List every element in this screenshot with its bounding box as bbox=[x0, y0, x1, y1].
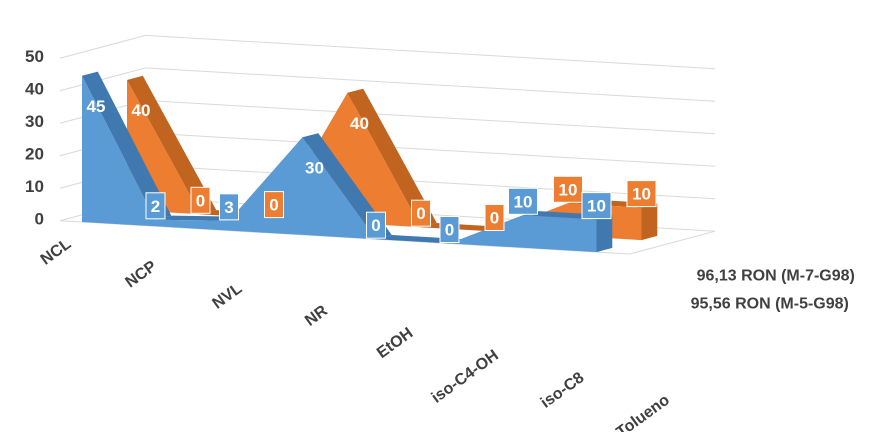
series-blue-label-box-6 bbox=[508, 187, 538, 215]
x-axis: NCL NCP NVL NR EtOH iso-C4-OH iso-C8 Tolueno bbox=[38, 235, 673, 432]
series-orange-label-box-2 bbox=[264, 191, 284, 219]
series-orange-label-6: 10 bbox=[559, 180, 578, 199]
series-blue-label-3: 30 bbox=[305, 158, 324, 177]
series-orange-front-face bbox=[127, 80, 642, 241]
category-label-5: iso-C4-OH bbox=[429, 347, 502, 407]
category-label-3: NR bbox=[302, 302, 331, 330]
series-blue-end-cap bbox=[596, 215, 613, 253]
series-orange-top-face-3 bbox=[347, 88, 437, 228]
series-blue-label-6: 10 bbox=[514, 192, 533, 211]
series-blue-label-1: 2 bbox=[151, 197, 160, 216]
series-blue-label-box-2 bbox=[219, 193, 239, 221]
series-name-1: 95,56 RON (M-5-G98) bbox=[691, 296, 849, 313]
category-label-4: EtOH bbox=[374, 325, 416, 362]
series-orange-label-4: 0 bbox=[416, 204, 425, 223]
series-blue-label-4: 0 bbox=[371, 216, 380, 235]
series-orange-label-1: 0 bbox=[196, 191, 205, 210]
y-axis: 0 10 20 30 40 50 bbox=[25, 47, 44, 229]
series-blue-label-5: 0 bbox=[445, 221, 454, 240]
series-blue-label-box-1 bbox=[145, 192, 166, 220]
series-blue-front-face bbox=[82, 75, 597, 253]
series-orange-label-box-6 bbox=[553, 175, 583, 203]
category-label-1: NCP bbox=[123, 258, 161, 292]
category-label-0: NCL bbox=[38, 235, 75, 268]
data-labels: 40 0 0 40 0 0 10 10 45 2 3 30 0 0 10 10 bbox=[87, 97, 657, 243]
series-orange-label-7: 10 bbox=[632, 185, 651, 204]
series-orange-label-box-5 bbox=[484, 204, 505, 231]
series-orange-top-face-0 bbox=[127, 75, 217, 215]
series-orange-label-box-1 bbox=[190, 186, 211, 214]
y-tick-30: 30 bbox=[25, 112, 44, 131]
gridline-5 bbox=[145, 34, 716, 70]
series-blue-label-7: 10 bbox=[587, 197, 606, 216]
series-blue-label-box-7 bbox=[581, 192, 612, 220]
category-label-6: iso-C8 bbox=[538, 369, 588, 412]
y-tick-0: 0 bbox=[34, 210, 43, 229]
category-label-7: Tolueno bbox=[613, 391, 673, 432]
gridline-side-5 bbox=[59, 34, 146, 59]
series-orange-label-0: 40 bbox=[132, 101, 151, 120]
series-blue-label-0: 45 bbox=[87, 97, 106, 116]
category-label-2: NVL bbox=[209, 280, 245, 313]
series-blue-label-box-5 bbox=[439, 216, 460, 243]
series-orange-label-5: 0 bbox=[490, 209, 499, 228]
gridline-4 bbox=[145, 67, 716, 102]
gridline-side-4 bbox=[59, 67, 146, 92]
series-orange-label-2: 0 bbox=[269, 196, 278, 215]
gridlines bbox=[59, 34, 716, 232]
gridline-3 bbox=[145, 99, 716, 135]
y-tick-10: 10 bbox=[25, 177, 44, 196]
legend: 96,13 RON (M-7-G98) 95,56 RON (M-5-G98) bbox=[691, 268, 855, 313]
series-orange-label-box-4 bbox=[411, 199, 431, 227]
y-tick-50: 50 bbox=[25, 47, 44, 66]
series-orange-end-cap bbox=[641, 203, 658, 241]
series-orange-label-box-7 bbox=[626, 180, 657, 208]
series-blue-label-box-4 bbox=[366, 211, 386, 239]
gridline-1 bbox=[145, 164, 716, 200]
series-blue-top-face-0 bbox=[82, 71, 172, 220]
y-tick-40: 40 bbox=[25, 80, 44, 99]
series-orange-label-3: 40 bbox=[350, 114, 369, 133]
gridline-2 bbox=[145, 132, 716, 167]
series-name-0: 96,13 RON (M-7-G98) bbox=[697, 268, 855, 285]
y-tick-20: 20 bbox=[25, 145, 44, 164]
series-blue-label-2: 3 bbox=[224, 198, 233, 217]
